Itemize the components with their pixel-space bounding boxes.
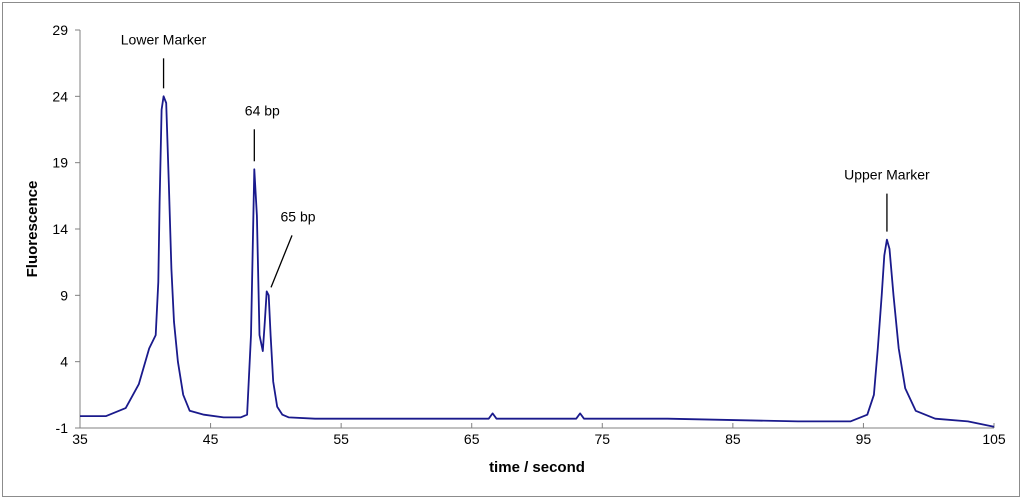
annotation-label: 65 bp bbox=[280, 208, 315, 224]
x-tick-label: 85 bbox=[725, 431, 741, 447]
y-axis-title: Fluorescence bbox=[24, 181, 41, 278]
y-axis: -1 4 9 14 19 24 29 bbox=[52, 22, 81, 436]
annotation-label: Upper Marker bbox=[844, 167, 930, 183]
annotation-layer: Lower Marker 64 bp 65 bp Upper Marker bbox=[121, 31, 930, 288]
x-tick-label: 35 bbox=[72, 431, 88, 447]
x-tick-label: 95 bbox=[856, 431, 872, 447]
x-tick-label: 75 bbox=[594, 431, 610, 447]
annotation-leader bbox=[270, 235, 293, 288]
y-tick-label: 29 bbox=[52, 22, 68, 38]
annotation-label: 64 bp bbox=[245, 102, 280, 118]
annotation-label: Lower Marker bbox=[121, 31, 207, 47]
y-tick-label: 4 bbox=[60, 354, 68, 370]
x-axis: 35 45 55 65 75 85 95 105 bbox=[72, 423, 1006, 447]
fluorescence-trace bbox=[80, 95, 995, 428]
x-tick-label: 45 bbox=[203, 431, 219, 447]
x-tick-label: 105 bbox=[982, 431, 1006, 447]
y-tick-label: 24 bbox=[52, 88, 68, 104]
x-tick-label: 55 bbox=[333, 431, 349, 447]
x-axis-title: time / second bbox=[489, 459, 585, 476]
series-layer bbox=[80, 95, 995, 428]
y-tick-label: 19 bbox=[52, 155, 68, 171]
y-tick-label: 9 bbox=[60, 287, 68, 303]
y-tick-label: 14 bbox=[52, 221, 68, 237]
y-tick-label: -1 bbox=[56, 420, 69, 436]
x-tick-label: 65 bbox=[464, 431, 480, 447]
